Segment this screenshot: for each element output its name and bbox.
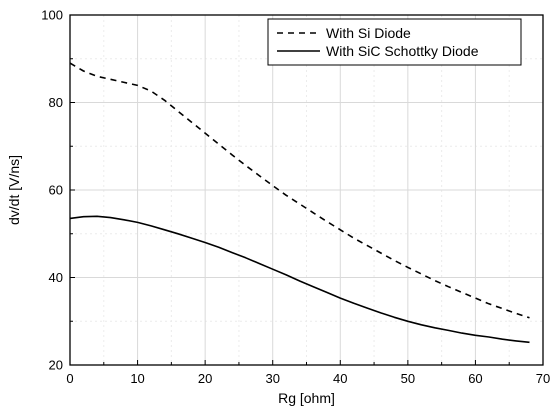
grid bbox=[69, 14, 544, 366]
legend: With Si Diode With SiC Schottky Diode bbox=[267, 18, 522, 66]
y-tick-label: 20 bbox=[49, 358, 63, 373]
y-axis-title: dv/dt [V/ns] bbox=[6, 155, 22, 225]
y-tick-label: 80 bbox=[49, 95, 63, 110]
x-tick-label: 50 bbox=[401, 371, 415, 386]
tick-labels: 0 10 20 30 40 50 60 70 20 40 60 80 100 bbox=[41, 8, 550, 387]
series-line-sic-schottky-diode bbox=[69, 215, 530, 344]
y-tick-label: 40 bbox=[49, 270, 63, 285]
x-tick-label: 20 bbox=[198, 371, 212, 386]
y-tick-label: 60 bbox=[49, 183, 63, 198]
x-tick-label: 60 bbox=[468, 371, 482, 386]
x-tick-label: 70 bbox=[536, 371, 550, 386]
x-tick-label: 0 bbox=[66, 371, 73, 386]
legend-label-sic-schottky-diode: With SiC Schottky Diode bbox=[326, 43, 479, 59]
legend-label-si-diode: With Si Diode bbox=[326, 25, 411, 41]
legend-box bbox=[267, 18, 522, 66]
x-tick-label: 30 bbox=[265, 371, 279, 386]
x-axis-title: Rg [ohm] bbox=[278, 390, 335, 406]
series-line-si-diode bbox=[69, 62, 530, 319]
x-tick-label: 40 bbox=[333, 371, 347, 386]
x-tick-label: 10 bbox=[130, 371, 144, 386]
axis-ticks bbox=[69, 14, 544, 366]
y-tick-label: 100 bbox=[41, 8, 63, 23]
series-layer bbox=[69, 62, 530, 344]
